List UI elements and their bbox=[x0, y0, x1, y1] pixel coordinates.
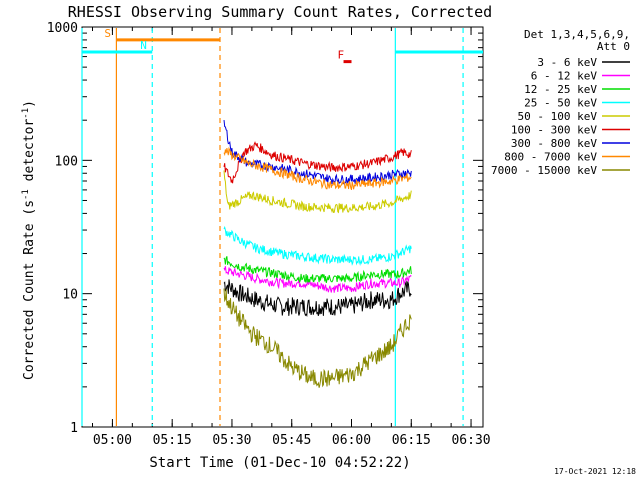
x-tick-label: 05:15 bbox=[153, 433, 192, 448]
x-tick-label: 05:30 bbox=[212, 433, 251, 448]
legend-entry-label: 7000 - 15000 keV bbox=[491, 164, 597, 177]
series-line bbox=[223, 225, 412, 266]
y-axis-label: Corrected Count Rate (s-1 detector-1) bbox=[21, 100, 37, 380]
marker-label: N bbox=[140, 39, 147, 52]
series-line bbox=[223, 288, 412, 388]
legend-entry-label: 100 - 300 keV bbox=[511, 124, 597, 137]
legend-entry-label: 50 - 100 keV bbox=[518, 110, 598, 123]
x-tick-label: 05:00 bbox=[93, 433, 132, 448]
legend-entry-label: 12 - 25 keV bbox=[524, 83, 597, 96]
marker-label: S bbox=[104, 27, 111, 40]
series-line bbox=[223, 256, 412, 284]
x-tick-label: 05:45 bbox=[272, 433, 311, 448]
legend-entry-label: 800 - 7000 keV bbox=[504, 151, 597, 164]
legend-entry-label: 25 - 50 keV bbox=[524, 97, 597, 110]
legend-entry-label: 6 - 12 keV bbox=[531, 70, 598, 83]
series-line bbox=[223, 120, 412, 185]
legend-entry-label: 3 - 6 keV bbox=[537, 56, 597, 69]
chart-title: RHESSI Observing Summary Count Rates, Co… bbox=[68, 3, 492, 21]
legend-entry-label: 300 - 800 keV bbox=[511, 137, 597, 150]
footer-timestamp: 17-Oct-2021 12:18 bbox=[554, 467, 636, 476]
vertical-marker-lines bbox=[81, 28, 464, 426]
plot-frame bbox=[81, 26, 484, 428]
status-markers: S N F bbox=[82, 27, 483, 64]
series-line bbox=[223, 146, 412, 190]
legend-header-attenuator: Att 0 bbox=[597, 40, 630, 53]
series-line bbox=[223, 170, 412, 214]
x-axis-ticks: 05:00 05:15 05:30 05:45 06:00 06:15 06:30 bbox=[91, 27, 491, 448]
y-axis-ticks: 1 10 100 1000 bbox=[47, 21, 483, 436]
y-tick-label: 1000 bbox=[47, 21, 78, 36]
x-axis-label: Start Time (01-Dec-10 04:52:22) bbox=[149, 455, 410, 471]
x-tick-label: 06:15 bbox=[392, 433, 431, 448]
legend-header-detectors: Det 1,3,4,5,6,9, bbox=[524, 28, 630, 41]
x-tick-label: 06:00 bbox=[332, 433, 371, 448]
series-line bbox=[223, 266, 412, 293]
marker-label: F bbox=[338, 49, 345, 62]
series-line bbox=[223, 141, 412, 184]
series-lines bbox=[223, 120, 412, 388]
y-tick-label: 100 bbox=[55, 154, 78, 169]
y-tick-label: 1 bbox=[70, 421, 78, 436]
plot-axes bbox=[81, 26, 484, 428]
x-tick-label: 06:30 bbox=[451, 433, 490, 448]
series-line bbox=[223, 279, 412, 318]
y-tick-label: 10 bbox=[62, 288, 78, 303]
